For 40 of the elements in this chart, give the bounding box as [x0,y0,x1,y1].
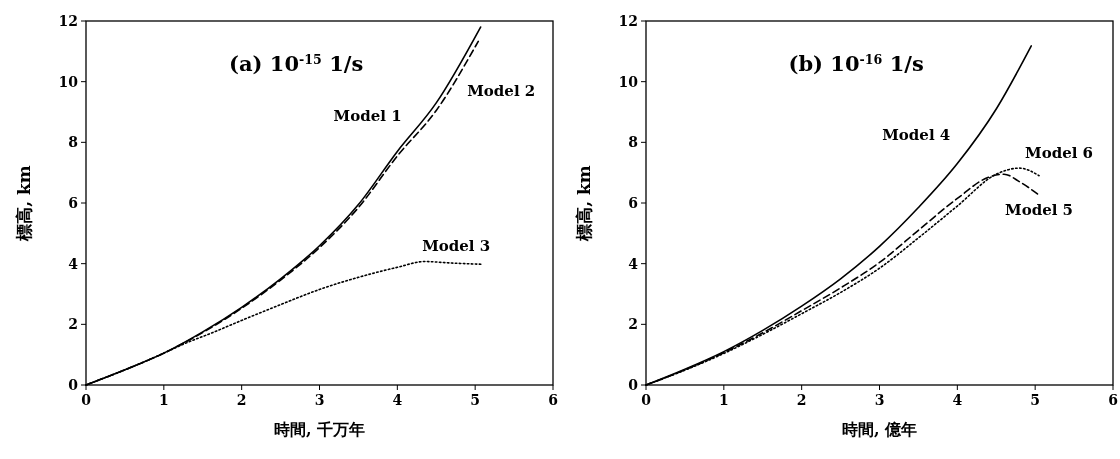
series-label: Model 5 [1005,201,1074,220]
text: (b) 10$^{-16}$ 1/s [788,51,924,76]
x-tick-label: 2 [796,392,807,408]
y-tick-label: 4 [628,255,639,272]
x-tick-label: 5 [470,392,481,408]
y-tick-label: 2 [68,316,78,333]
y-tick-label: 6 [628,195,638,211]
x-tick-label: 3 [314,392,325,408]
y-axis-title: 標高, km [14,165,34,242]
x-tick-label: 4 [952,392,963,408]
x-tick-label: 6 [1108,392,1118,408]
series-label: Model 6 [1025,143,1094,162]
y-tick-label: 0 [628,377,639,393]
x-tick-label: 0 [81,392,92,408]
y-tick-label: 4 [68,255,79,272]
series-label: Model 4 [882,125,951,144]
y-tick-label: 6 [68,195,78,211]
x-tick-label: 1 [718,392,729,408]
x-axis-title: 時間, 億年 [841,420,918,439]
y-tick-label: 12 [58,13,78,29]
series-label: Model 1 [333,107,402,126]
y-tick-label: 8 [628,134,638,151]
x-tick-label: 4 [392,392,403,408]
x-tick-label: 3 [874,392,885,408]
series-label: Model 3 [422,237,491,256]
x-tick-label: 0 [641,392,652,408]
x-tick-label: 6 [548,392,558,408]
x-axis-title: 時間, 千万年 [273,420,366,439]
y-tick-label: 10 [58,73,79,90]
text: (a) 10$^{-15}$ 1/s [229,51,364,76]
x-tick-label: 2 [236,392,247,408]
y-axis-title: 標高, km [574,165,594,242]
y-tick-label: 0 [68,377,79,393]
y-tick-label: 10 [618,73,639,90]
y-tick-label: 2 [628,316,638,333]
y-tick-label: 12 [618,13,638,29]
x-tick-label: 1 [158,392,169,408]
x-tick-label: 5 [1030,392,1041,408]
series-label: Model 2 [467,82,536,101]
y-tick-label: 8 [68,134,78,151]
